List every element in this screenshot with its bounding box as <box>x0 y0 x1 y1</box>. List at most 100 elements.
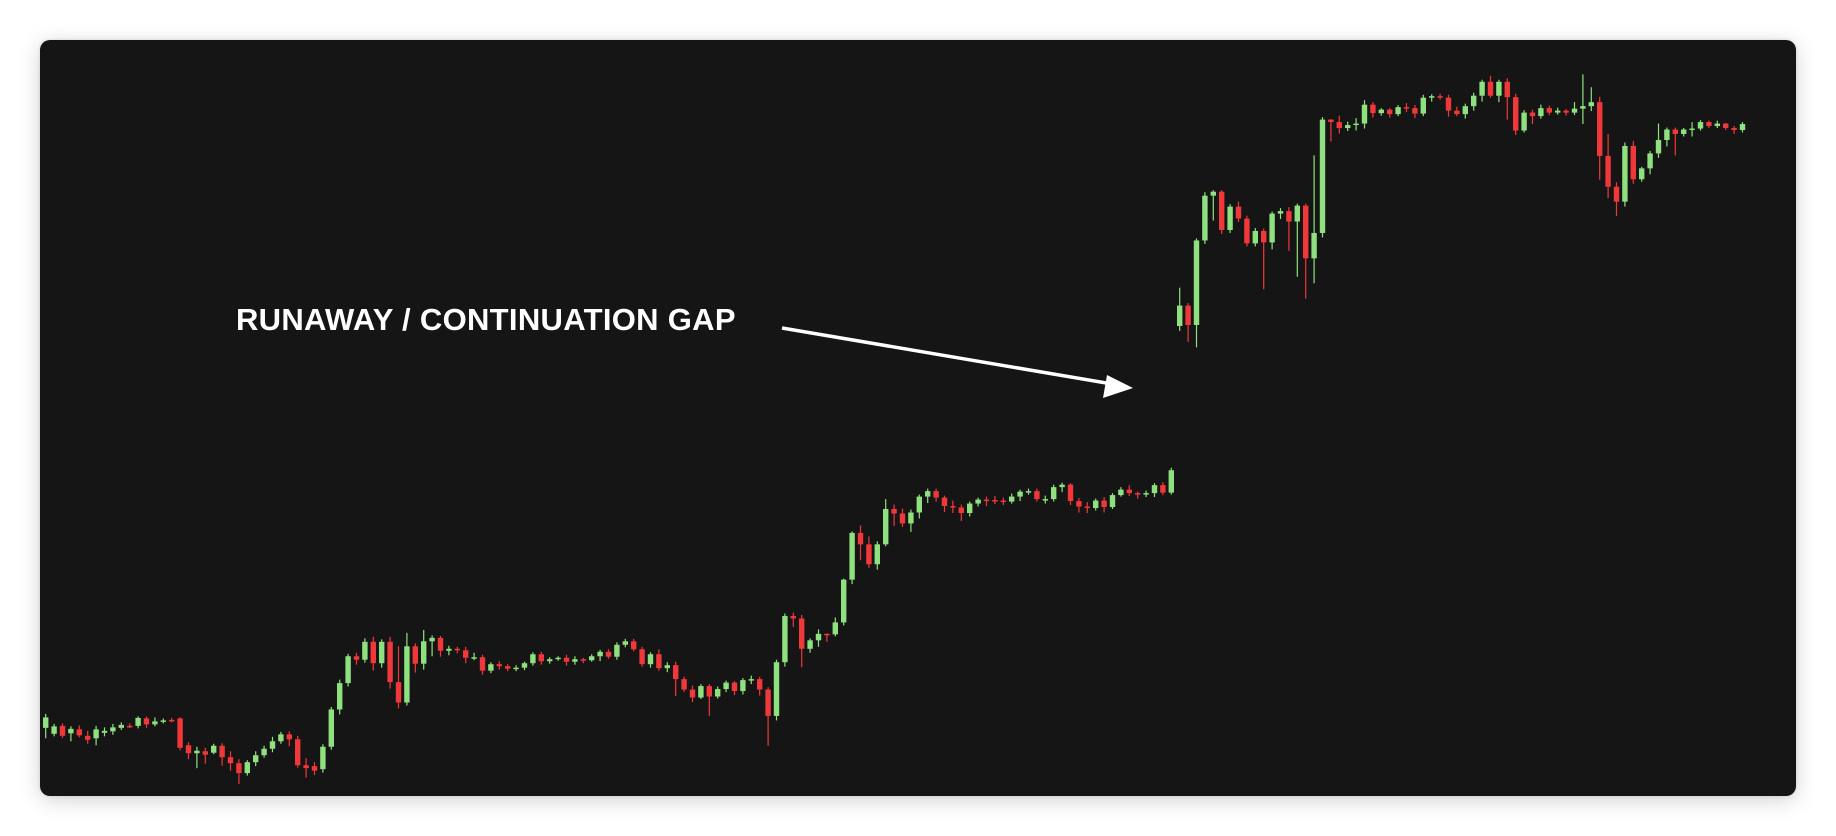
candle-body <box>395 682 402 703</box>
candle-body <box>614 644 620 657</box>
candle <box>1723 123 1729 131</box>
candle-body <box>1151 485 1158 494</box>
candle-body <box>757 679 763 690</box>
candle-body <box>1496 81 1502 96</box>
candle <box>412 643 418 673</box>
candle <box>278 731 284 744</box>
candle-body <box>320 746 326 770</box>
candle <box>958 504 964 521</box>
candle <box>1563 109 1569 116</box>
candle <box>1639 166 1645 182</box>
candle <box>370 636 376 671</box>
candle <box>303 758 309 778</box>
candle-body <box>715 689 721 697</box>
candle-body <box>446 648 452 651</box>
candle <box>983 496 990 507</box>
candle-body <box>362 641 368 660</box>
candle <box>1454 106 1460 117</box>
candle <box>706 684 712 716</box>
candle-body <box>1672 129 1678 135</box>
candle-body <box>1378 109 1384 114</box>
candle <box>866 536 872 568</box>
candle <box>1689 122 1695 137</box>
candle <box>1580 74 1586 125</box>
candle <box>1588 87 1594 112</box>
candle-body <box>731 682 738 692</box>
candle-body <box>353 656 360 660</box>
candle <box>757 676 763 696</box>
candle <box>555 656 561 661</box>
candle-body <box>1462 106 1468 115</box>
candle-body <box>597 651 603 657</box>
candle <box>1093 498 1099 511</box>
candle-body <box>521 663 528 668</box>
candle-body <box>1042 499 1048 501</box>
candle <box>799 614 805 668</box>
candle-body <box>656 654 662 669</box>
candle-body <box>908 512 914 524</box>
candle <box>899 508 906 527</box>
candle <box>244 760 250 776</box>
candle-body <box>1160 485 1166 493</box>
candle-body <box>748 679 754 681</box>
candle <box>479 654 486 675</box>
candle <box>337 679 343 715</box>
candle-body <box>950 506 956 508</box>
candle-body <box>211 745 217 753</box>
candle <box>950 500 956 513</box>
candle-body <box>68 728 74 734</box>
candle <box>1084 502 1090 513</box>
candle <box>1294 203 1300 277</box>
candle <box>639 646 645 667</box>
candle <box>715 686 721 699</box>
candle-body <box>605 651 612 657</box>
candle-body <box>76 729 82 736</box>
candle <box>975 497 981 507</box>
candle-body <box>841 579 847 623</box>
candle <box>227 751 234 771</box>
candle-body <box>1605 155 1611 187</box>
candle <box>647 652 654 668</box>
candle <box>1613 182 1620 217</box>
candle <box>1328 119 1334 142</box>
candle-body <box>899 513 906 524</box>
candle-body <box>370 641 376 664</box>
candle <box>236 759 242 785</box>
candle-body <box>849 532 855 580</box>
candle-body <box>1697 122 1704 129</box>
candle-body <box>1714 123 1720 127</box>
candle <box>874 541 880 570</box>
candle <box>286 731 292 747</box>
candle-body <box>1025 491 1032 493</box>
candle <box>1135 491 1141 499</box>
candle-body <box>454 648 460 651</box>
candle-body <box>51 726 57 734</box>
candle <box>547 657 553 664</box>
candle <box>1622 142 1628 207</box>
candle <box>1034 488 1040 502</box>
candle-body <box>412 646 418 664</box>
candle-body <box>118 724 124 728</box>
candle <box>1042 495 1048 504</box>
candle <box>1244 215 1250 247</box>
candle <box>1412 105 1418 119</box>
candle <box>1555 107 1561 115</box>
candle <box>505 664 511 672</box>
candle <box>269 736 276 753</box>
candle-body <box>555 657 561 660</box>
candle <box>883 499 889 547</box>
candle-body <box>463 650 469 658</box>
candle <box>631 638 637 652</box>
candle <box>1160 482 1166 496</box>
candle-body <box>1353 123 1359 126</box>
annotation-arrow-head <box>1103 375 1133 398</box>
candle-body <box>244 762 250 774</box>
candle-body <box>1303 205 1309 259</box>
candle <box>597 649 603 662</box>
candle-body <box>1471 95 1477 107</box>
candle <box>1681 128 1687 137</box>
candle <box>253 751 259 767</box>
candle <box>513 665 519 672</box>
candle-body <box>1076 501 1082 507</box>
candle-body <box>1059 484 1065 488</box>
